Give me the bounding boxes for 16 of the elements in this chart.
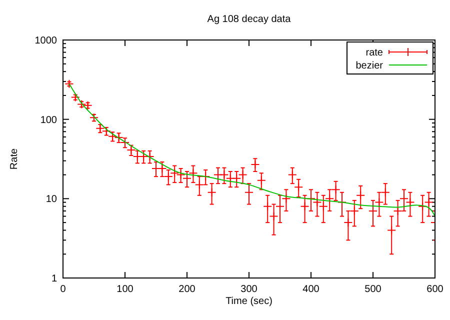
legend-label: bezier bbox=[356, 60, 384, 72]
x-tick-label: 300 bbox=[240, 284, 258, 295]
y-axis-title: Rate bbox=[9, 148, 20, 170]
x-tick-label: 200 bbox=[178, 284, 196, 295]
y-tick-label: 10 bbox=[46, 194, 58, 206]
x-tick-label: 600 bbox=[426, 284, 444, 295]
legend-label: rate bbox=[366, 48, 384, 58]
chart-title: Ag 108 decay data bbox=[207, 14, 292, 25]
x-tick-label: 500 bbox=[364, 284, 382, 295]
x-tick-label: 400 bbox=[302, 284, 320, 295]
x-axis-title: Time (sec) bbox=[226, 296, 272, 307]
x-tick-label: 0 bbox=[60, 284, 66, 295]
y-tick-label: 1000 bbox=[34, 36, 58, 46]
y-tick-label: 1 bbox=[51, 274, 58, 284]
y-tick-label: 100 bbox=[40, 114, 58, 126]
x-tick-label: 100 bbox=[116, 284, 134, 295]
